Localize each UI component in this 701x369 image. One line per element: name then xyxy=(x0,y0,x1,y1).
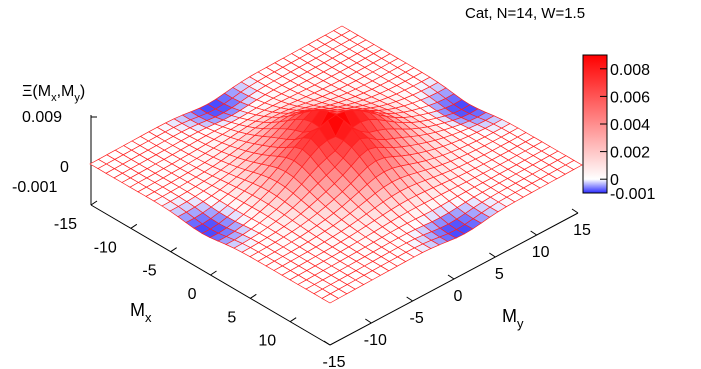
x-tick-mark xyxy=(210,270,217,276)
y-label-sub: y xyxy=(517,316,524,331)
x-tick-label: -10 xyxy=(94,239,117,256)
y-tick-label: -15 xyxy=(322,354,345,369)
x-tick-mark xyxy=(289,317,297,323)
z-label-sub-x: x xyxy=(51,92,57,104)
x-tick-mark xyxy=(250,293,257,299)
y-tick-label: -10 xyxy=(364,332,387,349)
y-tick-mark xyxy=(406,296,413,302)
z-tick-top: 0.009 xyxy=(22,109,62,126)
z-axis-label: Ξ(Mx,My) xyxy=(22,83,85,104)
x-tick-label: 0 xyxy=(188,286,197,303)
x-tick-mark xyxy=(130,223,138,229)
x-tick-label: -5 xyxy=(142,263,156,280)
z-label-xi: Ξ(M xyxy=(22,83,51,100)
x-tick-label: 5 xyxy=(227,309,236,326)
y-axis-label: My xyxy=(502,306,524,331)
colorbar-tick-label: 0 xyxy=(610,172,619,189)
colorbar-tick-label: 0.006 xyxy=(610,89,650,106)
colorbar-tick-label: 0.008 xyxy=(610,62,650,79)
z-tick-bottom: -0.001 xyxy=(12,179,57,196)
x-tick-label: -15 xyxy=(54,216,77,233)
x-label-sub: x xyxy=(145,310,152,325)
colorbar-tick-label: 0.002 xyxy=(610,145,650,162)
surface-mesh xyxy=(89,25,583,304)
colorbar-ticks: 0.008 0.006 0.004 0.002 0-0.001 xyxy=(600,62,655,203)
colorbar-tick-label: -0.001 xyxy=(610,186,655,203)
y-tick-mark xyxy=(530,230,537,236)
z-tick-zero: 0 xyxy=(60,159,69,176)
x-label-main: M xyxy=(130,300,145,320)
y-tick-label: -5 xyxy=(410,310,424,327)
x-axis-label: Mx xyxy=(130,300,152,325)
y-axis-ticks: -15 -10 -5 0 5 10 15 xyxy=(322,208,591,369)
colorbar-tick-label: 0.004 xyxy=(610,117,650,134)
y-tick-mark xyxy=(571,208,579,214)
z-label-comma: ,M xyxy=(57,83,75,100)
z-axis-label-text: Ξ(Mx,My) xyxy=(22,83,85,104)
y-tick-label: 5 xyxy=(495,266,504,283)
x-tick-mark xyxy=(90,200,98,206)
z-label-sub-y: y xyxy=(74,92,80,104)
y-tick-label: 15 xyxy=(573,222,591,239)
z-label-close: ) xyxy=(80,83,85,100)
mesh-cell xyxy=(321,293,340,304)
y-tick-mark xyxy=(489,252,496,258)
y-tick-label: 10 xyxy=(532,244,550,261)
chart-title: Cat, N=14, W=1.5 xyxy=(465,5,585,22)
x-axis-ticks: -15 -10 -5 0 5 10 xyxy=(54,200,297,350)
y-label-main: M xyxy=(502,306,517,326)
y-tick-mark xyxy=(447,274,455,280)
x-tick-label: 10 xyxy=(258,333,276,350)
y-tick-label: 0 xyxy=(454,288,463,305)
y-tick-mark xyxy=(323,340,331,346)
y-tick-mark xyxy=(365,318,372,324)
x-tick-mark xyxy=(170,247,177,253)
